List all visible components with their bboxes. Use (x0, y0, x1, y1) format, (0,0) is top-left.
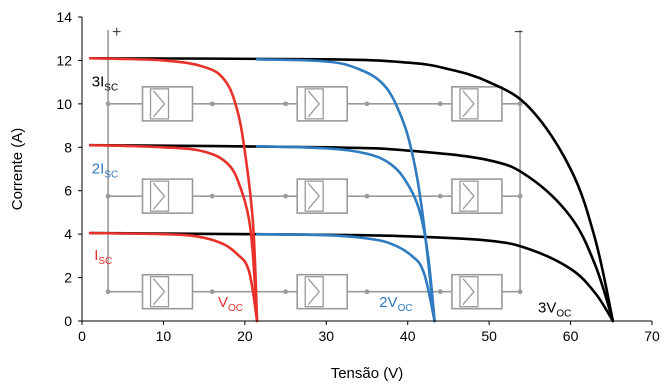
circuit-node-dot (517, 193, 523, 199)
annotation-voc2: 2VOC (379, 294, 412, 314)
x-tick-label: 60 (563, 328, 579, 344)
diode-symbol (153, 278, 166, 306)
circuit-node-dot (364, 289, 370, 295)
circuit-node-dot (517, 101, 523, 107)
iv-curve-series (255, 232, 436, 323)
y-tick-label: 10 (56, 96, 72, 112)
x-tick-label: 30 (318, 328, 334, 344)
y-axis-title: Corrente (A) (9, 128, 26, 211)
y-tick-label: 6 (64, 183, 72, 199)
circuit-node-dot (209, 289, 215, 295)
circuit-node-dot (437, 101, 443, 107)
circuit-node-dot (209, 101, 215, 107)
y-tick-label: 4 (64, 226, 72, 242)
x-tick-label: 0 (78, 328, 86, 344)
y-tick-label: 12 (56, 52, 72, 68)
x-tick-label: 50 (481, 328, 497, 344)
circuit-node-dot (437, 289, 443, 295)
diode-frame (459, 276, 479, 308)
circuit-node-dot (283, 101, 288, 107)
x-tick-label: 20 (237, 328, 253, 344)
diode-symbol (307, 182, 321, 210)
diode-frame (304, 180, 324, 212)
x-tick-label: 40 (400, 328, 416, 344)
x-axis-title: Tensão (V) (331, 365, 404, 382)
diode-symbol (462, 182, 475, 210)
diode-frame (459, 180, 479, 212)
diode-symbol (462, 90, 475, 118)
iv-curve-series (88, 143, 259, 323)
diode-frame (304, 276, 324, 308)
y-tick-label: 2 (64, 270, 72, 286)
diode-frame (149, 180, 170, 212)
x-tick-label: 70 (644, 328, 660, 344)
annotations: 3ISC 2ISC ISC VOC 2VOC 3VOC (92, 73, 572, 319)
series-layer (88, 56, 615, 323)
y-tick-label: 8 (64, 139, 72, 155)
diode-symbol (307, 278, 321, 306)
y-tick-label: 0 (64, 313, 72, 329)
diode-symbol (462, 278, 475, 306)
annotation-isc1: ISC (94, 247, 112, 267)
iv-curve-series (255, 58, 436, 323)
circuit-node-dot (437, 193, 443, 199)
circuit-node-dot (364, 101, 370, 107)
diode-frame (149, 276, 170, 308)
y-tick-label: 14 (56, 9, 72, 25)
circuit-node-dot (517, 289, 523, 295)
circuit-node-dot (105, 193, 111, 199)
diode-symbol (153, 90, 166, 118)
circuit-node-dot (283, 289, 288, 295)
diode-symbol (153, 182, 166, 210)
circuit-node-dot (105, 101, 111, 107)
iv-curve-series (88, 231, 259, 323)
annotation-isc3: 3ISC (92, 73, 118, 93)
diode-frame (304, 88, 324, 120)
annotation-voc3: 3VOC (538, 299, 571, 319)
circuit-node-dot (283, 193, 288, 199)
iv-curve-series (88, 56, 615, 323)
negative-terminal-label: − (514, 24, 523, 41)
circuit-node-dot (209, 193, 215, 199)
diode-frame (149, 88, 170, 120)
tick-labels: 0 10 20 30 40 50 60 70 0 2 4 6 8 10 12 14 (56, 9, 660, 344)
x-tick-label: 10 (156, 328, 172, 344)
circuit-node-dot (364, 193, 370, 199)
iv-curve-series (88, 56, 259, 323)
circuit-diagram: + − (105, 24, 523, 310)
diode-symbol (307, 90, 321, 118)
axes (81, 17, 652, 322)
diode-frame (459, 88, 479, 120)
annotation-isc2: 2ISC (92, 160, 118, 180)
circuit-node-dot (105, 289, 111, 295)
positive-terminal-label: + (112, 24, 121, 41)
annotation-voc1: VOC (218, 294, 243, 314)
